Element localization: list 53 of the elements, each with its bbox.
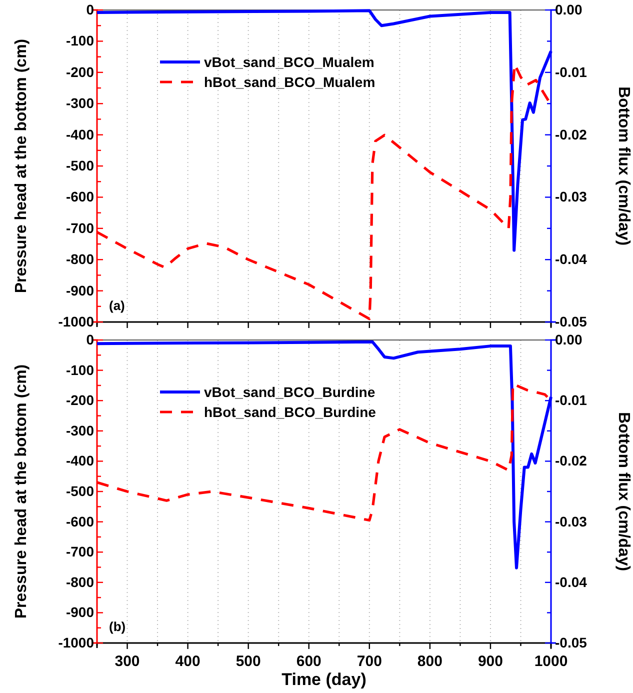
y2-axis-title: Bottom flux (cm/day) bbox=[615, 412, 632, 572]
y-tick-label: 0 bbox=[86, 331, 94, 348]
y-tick-label: -200 bbox=[66, 64, 94, 80]
x-tick-label: 900 bbox=[478, 653, 503, 670]
x-tick-label: 700 bbox=[356, 653, 382, 670]
y-tick-label: -500 bbox=[66, 157, 94, 174]
y-tick-label: -1000 bbox=[58, 313, 94, 330]
y-axis-title: Pressure head at the bottom (cm) bbox=[13, 364, 30, 619]
x-tick-label: 400 bbox=[175, 653, 200, 670]
x-tick-label: 800 bbox=[417, 653, 442, 670]
y-tick-label: -800 bbox=[66, 574, 94, 590]
x-tick-label: 1000 bbox=[534, 653, 568, 670]
legend-label: vBot_sand_BCO_Mualem bbox=[204, 54, 374, 70]
x-tick-label: 500 bbox=[236, 653, 261, 670]
y-tick-label: -900 bbox=[66, 604, 94, 620]
y2-axis-title: Bottom flux (cm/day) bbox=[615, 86, 632, 246]
y2-tick-label: -0.02 bbox=[555, 452, 588, 469]
y2-tick-label: -0.03 bbox=[555, 513, 588, 530]
y-tick-label: -400 bbox=[66, 452, 94, 469]
y-tick-label: -500 bbox=[66, 482, 94, 499]
y-tick-label: -900 bbox=[66, 282, 94, 298]
y2-tick-label: 0.00 bbox=[555, 331, 582, 348]
y-tick-label: -300 bbox=[66, 422, 94, 438]
y-tick-label: -800 bbox=[66, 251, 94, 268]
y-tick-label: -400 bbox=[66, 126, 94, 142]
y-tick-label: -700 bbox=[66, 544, 94, 560]
y2-tick-label: 0.00 bbox=[555, 1, 582, 18]
legend-label: hBot_sand_BCO_Burdine bbox=[204, 404, 376, 420]
y-tick-label: -1000 bbox=[58, 634, 94, 650]
annotation: (a) bbox=[109, 298, 125, 313]
y-axis-title: Pressure head at the bottom (cm) bbox=[13, 38, 30, 294]
x-tick-label: 600 bbox=[296, 653, 322, 670]
y2-tick-label: -0.03 bbox=[555, 188, 588, 205]
y2-tick-label: -0.04 bbox=[555, 251, 588, 268]
y-tick-label: -300 bbox=[66, 95, 94, 112]
x-tick-label: 300 bbox=[114, 653, 140, 670]
y-tick-label: -600 bbox=[66, 188, 94, 205]
y2-tick-label: -0.01 bbox=[555, 392, 588, 408]
y-tick-label: -100 bbox=[66, 32, 94, 49]
y-tick-label: -200 bbox=[66, 392, 94, 408]
annotation: (b) bbox=[109, 619, 126, 634]
y2-tick-label: -0.05 bbox=[555, 634, 588, 650]
y2-tick-label: -0.02 bbox=[555, 126, 588, 142]
y2-tick-label: -0.01 bbox=[555, 64, 588, 80]
y2-tick-label: -0.05 bbox=[555, 313, 588, 330]
y-tick-label: -100 bbox=[66, 362, 94, 378]
y-tick-label: -700 bbox=[66, 220, 94, 236]
y2-tick-label: -0.04 bbox=[555, 574, 588, 590]
x-axis-title: Time (day) bbox=[282, 670, 366, 689]
legend-label: hBot_sand_BCO_Mualem bbox=[204, 74, 376, 90]
legend-label: vBot_sand_BCO_Burdine bbox=[204, 384, 376, 400]
y-tick-label: -600 bbox=[66, 513, 94, 530]
y-tick-label: 0 bbox=[86, 1, 94, 18]
